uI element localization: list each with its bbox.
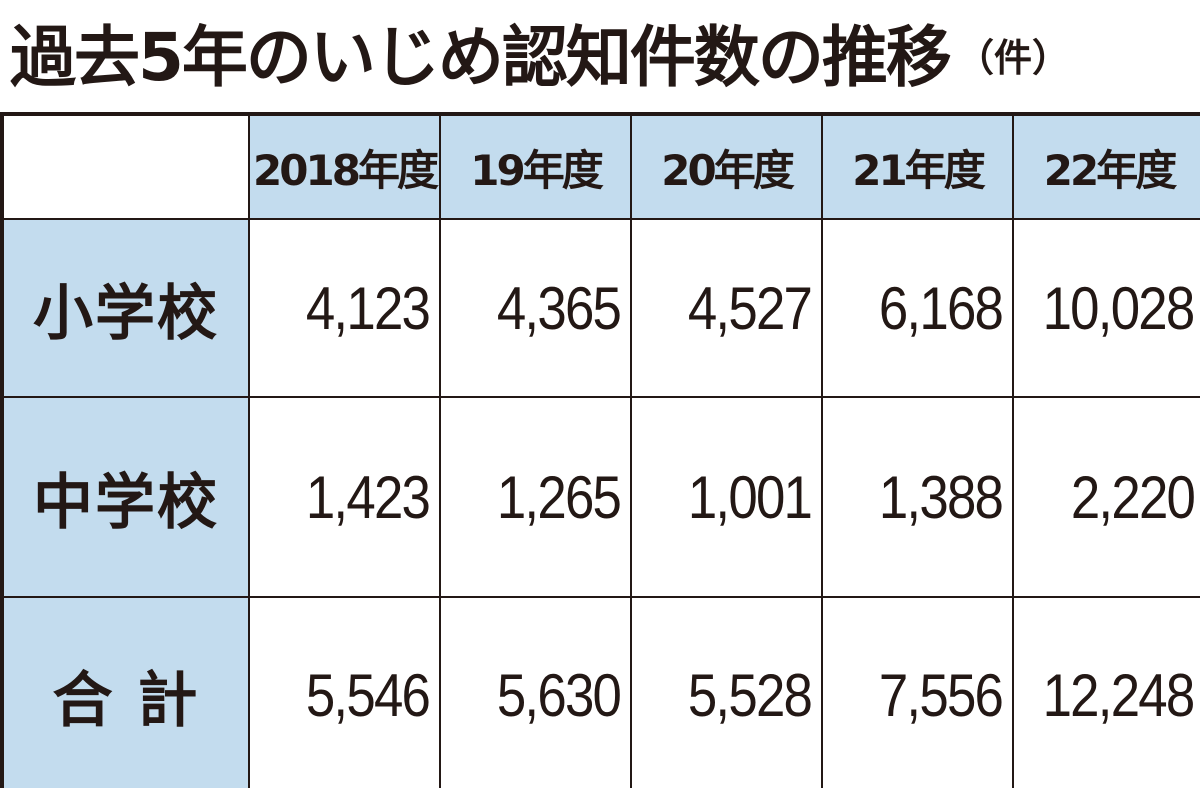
- cell-elementary-2018: 4,123: [250, 220, 441, 398]
- cell-junior-high-2019: 1,265: [441, 398, 632, 598]
- table-corner-cell: [4, 116, 250, 220]
- row-header-junior-high: 中学校: [4, 398, 250, 598]
- column-header-2018: 2018年度: [250, 116, 441, 220]
- cell-total-2019: 5,630: [441, 598, 632, 788]
- column-header-2019: 19年度: [441, 116, 632, 220]
- cell-total-2021: 7,556: [823, 598, 1014, 788]
- column-header-2021: 21年度: [823, 116, 1014, 220]
- data-table: 2018年度 19年度 20年度 21年度 22年度 小学校 4,123 4,3…: [0, 112, 1200, 788]
- row-header-total: 合 計: [4, 598, 250, 788]
- column-header-2020: 20年度: [632, 116, 823, 220]
- cell-junior-high-2020: 1,001: [632, 398, 823, 598]
- chart-title: 過去5年のいじめ認知件数の推移: [10, 19, 952, 96]
- chart-title-block: 過去5年のいじめ認知件数の推移 （件）: [10, 6, 1190, 110]
- column-header-2022: 22年度: [1014, 116, 1200, 220]
- cell-total-2018: 5,546: [250, 598, 441, 788]
- cell-junior-high-2018: 1,423: [250, 398, 441, 598]
- cell-elementary-2019: 4,365: [441, 220, 632, 398]
- cell-total-2020: 5,528: [632, 598, 823, 788]
- cell-elementary-2022: 10,028: [1014, 220, 1200, 398]
- cell-junior-high-2021: 1,388: [823, 398, 1014, 598]
- cell-junior-high-2022: 2,220: [1014, 398, 1200, 598]
- cell-elementary-2020: 4,527: [632, 220, 823, 398]
- cell-elementary-2021: 6,168: [823, 220, 1014, 398]
- unit-label: （件）: [955, 36, 1070, 80]
- cell-total-2022: 12,248: [1014, 598, 1200, 788]
- row-header-elementary: 小学校: [4, 220, 250, 398]
